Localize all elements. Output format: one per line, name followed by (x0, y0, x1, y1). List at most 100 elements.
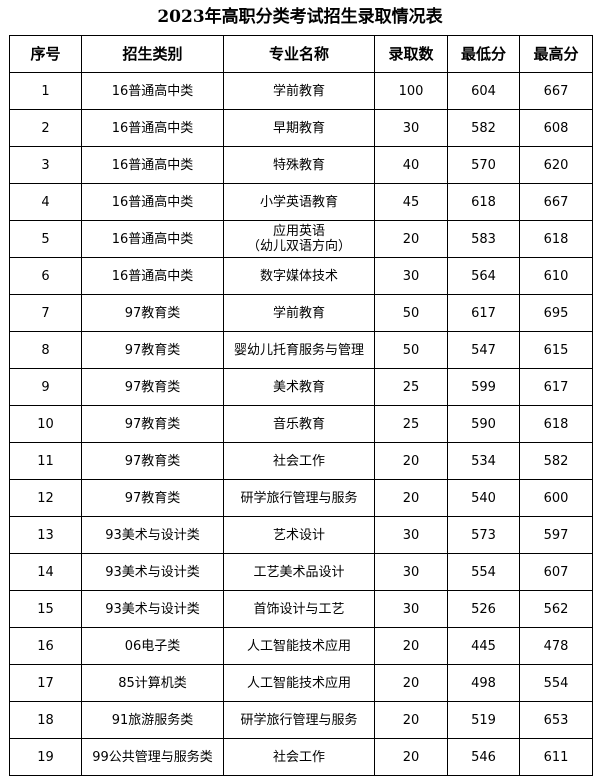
cell-major: 应用英语 （幼儿双语方向） (223, 220, 375, 258)
cell-index: 7 (9, 294, 82, 332)
cell-min-score: 583 (447, 220, 520, 258)
cell-admitted: 20 (374, 627, 448, 665)
cell-max-score: 615 (519, 331, 593, 369)
cell-admitted: 100 (374, 72, 448, 110)
cell-index: 15 (9, 590, 82, 628)
table-row: 7 97教育类 学前教育 50 617 695 (9, 294, 593, 332)
cell-admitted: 20 (374, 442, 448, 480)
cell-category: 16普通高中类 (81, 109, 224, 147)
table-row: 3 16普通高中类 特殊教育 40 570 620 (9, 146, 593, 184)
table-row: 6 16普通高中类 数字媒体技术 30 564 610 (9, 257, 593, 295)
cell-category: 97教育类 (81, 294, 224, 332)
cell-min-score: 564 (447, 257, 520, 295)
table-header-row: 序号 招生类别 专业名称 录取数 最低分 最高分 (9, 35, 593, 73)
cell-min-score: 599 (447, 368, 520, 406)
table-row: 18 91旅游服务类 研学旅行管理与服务 20 519 653 (9, 701, 593, 739)
cell-category: 06电子类 (81, 627, 224, 665)
column-header-index: 序号 (9, 35, 82, 73)
cell-max-score: 562 (519, 590, 593, 628)
cell-major: 小学英语教育 (223, 183, 375, 221)
column-header-admitted: 录取数 (374, 35, 448, 73)
cell-min-score: 604 (447, 72, 520, 110)
cell-index: 10 (9, 405, 82, 443)
cell-max-score: 611 (519, 738, 593, 776)
cell-category: 99公共管理与服务类 (81, 738, 224, 776)
cell-max-score: 667 (519, 72, 593, 110)
cell-max-score: 618 (519, 405, 593, 443)
cell-category: 97教育类 (81, 479, 224, 517)
cell-index: 18 (9, 701, 82, 739)
column-header-min-score: 最低分 (447, 35, 520, 73)
cell-max-score: 582 (519, 442, 593, 480)
cell-major: 研学旅行管理与服务 (223, 479, 375, 517)
table-row: 16 06电子类 人工智能技术应用 20 445 478 (9, 627, 593, 665)
cell-admitted: 20 (374, 738, 448, 776)
cell-admitted: 50 (374, 331, 448, 369)
cell-category: 93美术与设计类 (81, 590, 224, 628)
cell-admitted: 50 (374, 294, 448, 332)
cell-category: 97教育类 (81, 442, 224, 480)
cell-major: 学前教育 (223, 72, 375, 110)
cell-index: 5 (9, 220, 82, 258)
cell-index: 19 (9, 738, 82, 776)
cell-major: 婴幼儿托育服务与管理 (223, 331, 375, 369)
cell-min-score: 540 (447, 479, 520, 517)
cell-category: 91旅游服务类 (81, 701, 224, 739)
column-header-max-score: 最高分 (519, 35, 593, 73)
cell-index: 16 (9, 627, 82, 665)
cell-min-score: 570 (447, 146, 520, 184)
cell-major: 学前教育 (223, 294, 375, 332)
page-title: 2023年高职分类考试招生录取情况表 (157, 7, 443, 27)
cell-min-score: 590 (447, 405, 520, 443)
cell-admitted: 30 (374, 109, 448, 147)
cell-min-score: 498 (447, 664, 520, 702)
cell-max-score: 608 (519, 109, 593, 147)
cell-major: 社会工作 (223, 738, 375, 776)
cell-category: 97教育类 (81, 368, 224, 406)
cell-max-score: 554 (519, 664, 593, 702)
cell-category: 97教育类 (81, 331, 224, 369)
cell-category: 16普通高中类 (81, 183, 224, 221)
cell-max-score: 610 (519, 257, 593, 295)
cell-major: 工艺美术品设计 (223, 553, 375, 591)
cell-max-score: 597 (519, 516, 593, 554)
cell-max-score: 620 (519, 146, 593, 184)
table-row: 2 16普通高中类 早期教育 30 582 608 (9, 109, 593, 147)
cell-index: 1 (9, 72, 82, 110)
cell-index: 3 (9, 146, 82, 184)
cell-major: 音乐教育 (223, 405, 375, 443)
cell-max-score: 617 (519, 368, 593, 406)
cell-max-score: 607 (519, 553, 593, 591)
column-header-major: 专业名称 (223, 35, 375, 73)
table-row: 13 93美术与设计类 艺术设计 30 573 597 (9, 516, 593, 554)
table-row: 17 85计算机类 人工智能技术应用 20 498 554 (9, 664, 593, 702)
cell-min-score: 445 (447, 627, 520, 665)
cell-max-score: 653 (519, 701, 593, 739)
admission-table: 序号 招生类别 专业名称 录取数 最低分 最高分 1 16普通高中类 学前教育 100 604 66… (9, 35, 593, 776)
cell-min-score: 526 (447, 590, 520, 628)
cell-index: 12 (9, 479, 82, 517)
cell-max-score: 618 (519, 220, 593, 258)
cell-category: 16普通高中类 (81, 220, 224, 258)
cell-major: 数字媒体技术 (223, 257, 375, 295)
cell-major: 研学旅行管理与服务 (223, 701, 375, 739)
cell-min-score: 554 (447, 553, 520, 591)
table-row: 10 97教育类 音乐教育 25 590 618 (9, 405, 593, 443)
cell-admitted: 25 (374, 368, 448, 406)
cell-major: 早期教育 (223, 109, 375, 147)
cell-min-score: 582 (447, 109, 520, 147)
cell-index: 8 (9, 331, 82, 369)
cell-admitted: 25 (374, 405, 448, 443)
cell-max-score: 478 (519, 627, 593, 665)
cell-index: 2 (9, 109, 82, 147)
table-row: 1 16普通高中类 学前教育 100 604 667 (9, 72, 593, 110)
cell-category: 85计算机类 (81, 664, 224, 702)
table-row: 11 97教育类 社会工作 20 534 582 (9, 442, 593, 480)
table-row: 8 97教育类 婴幼儿托育服务与管理 50 547 615 (9, 331, 593, 369)
cell-category: 93美术与设计类 (81, 516, 224, 554)
cell-min-score: 573 (447, 516, 520, 554)
cell-admitted: 20 (374, 479, 448, 517)
cell-index: 6 (9, 257, 82, 295)
cell-category: 16普通高中类 (81, 72, 224, 110)
cell-index: 11 (9, 442, 82, 480)
